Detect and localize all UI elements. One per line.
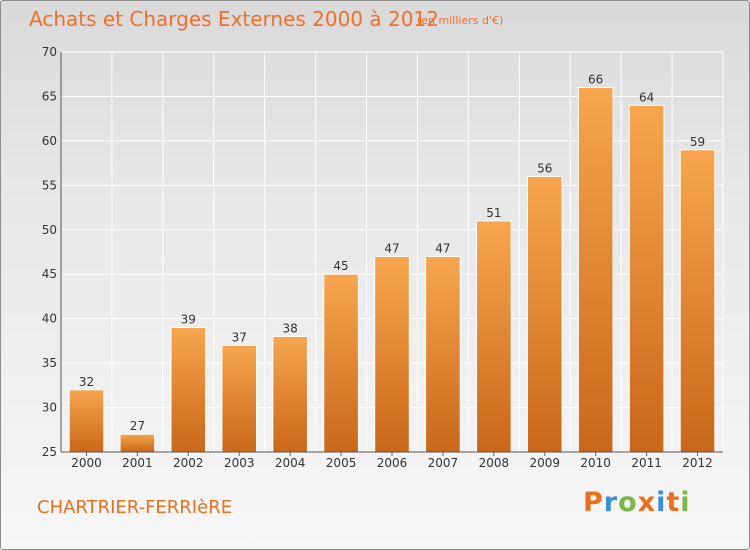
bar-2012 <box>679 149 716 453</box>
y-tick-label: 35 <box>42 356 57 370</box>
logo-letter: t <box>666 487 681 518</box>
bar-2010 <box>577 87 614 453</box>
data-label: 59 <box>690 135 705 149</box>
x-tick-label: 2009 <box>529 456 560 470</box>
bar-2001 <box>119 433 156 453</box>
x-tick-label: 2008 <box>479 456 510 470</box>
bar-2000 <box>68 389 105 453</box>
bar-2007 <box>425 255 461 453</box>
x-tick-label: 2003 <box>224 456 255 470</box>
logo-letter: i <box>680 487 691 518</box>
logo-letter: o <box>618 487 638 518</box>
y-tick-label: 40 <box>42 312 57 326</box>
data-label: 51 <box>486 206 501 220</box>
y-tick-label: 60 <box>42 134 57 148</box>
bar-2011 <box>628 104 665 453</box>
data-label: 56 <box>537 161 552 175</box>
y-tick-label: 70 <box>42 45 57 59</box>
x-tick-label: 2004 <box>275 456 306 470</box>
bar-2006 <box>374 255 410 453</box>
bars: 32 27 39 37 38 45 47 47 51 56 66 64 59 <box>68 73 716 453</box>
x-tick-label: 2010 <box>580 456 611 470</box>
logo-letter: r <box>603 487 619 518</box>
bar-2009 <box>526 175 563 453</box>
y-tick-label: 55 <box>42 178 57 192</box>
logo-letter: P <box>583 487 604 518</box>
bar-2008 <box>476 220 512 453</box>
x-tick-label: 2007 <box>428 456 459 470</box>
y-tick-label: 25 <box>42 445 57 459</box>
data-label: 47 <box>384 241 399 255</box>
data-label: 64 <box>639 90 654 104</box>
bar-2002 <box>170 327 207 453</box>
bar-2003 <box>221 344 258 453</box>
bar-2004 <box>272 335 308 453</box>
y-tick-label: 50 <box>42 223 57 237</box>
data-label: 32 <box>79 375 94 389</box>
proxiti-logo[interactable]: Proxiti <box>583 487 691 518</box>
x-tick-label: 2002 <box>173 456 204 470</box>
data-label: 66 <box>588 73 603 87</box>
x-tick-label: 2001 <box>122 456 153 470</box>
data-label: 47 <box>435 241 450 255</box>
data-label: 45 <box>333 259 348 273</box>
chart-subtitle: (en milliers d'€) <box>417 14 504 27</box>
chart-title: Achats et Charges Externes 2000 à 2012 <box>29 7 439 31</box>
x-tick-label: 2006 <box>377 456 408 470</box>
x-tick-label: 2011 <box>631 456 662 470</box>
y-tick-label: 45 <box>42 267 57 281</box>
data-label: 27 <box>130 419 145 433</box>
logo-letter: x <box>637 487 657 518</box>
bar-2005 <box>323 273 359 453</box>
data-label: 39 <box>181 313 196 327</box>
axes: 25 30 35 40 45 50 55 60 65 70 2000 2001 2002 2003 2004… <box>42 45 723 470</box>
data-label: 37 <box>232 330 247 344</box>
logo-letter: i <box>656 487 667 518</box>
y-tick-label: 30 <box>42 401 57 415</box>
x-tick-label: 2005 <box>326 456 357 470</box>
data-label: 38 <box>283 321 298 335</box>
x-tick-label: 2000 <box>71 456 102 470</box>
x-tick-label: 2012 <box>682 456 713 470</box>
place-name: CHARTRIER-FERRIèRE <box>37 497 233 518</box>
y-tick-label: 65 <box>42 89 57 103</box>
